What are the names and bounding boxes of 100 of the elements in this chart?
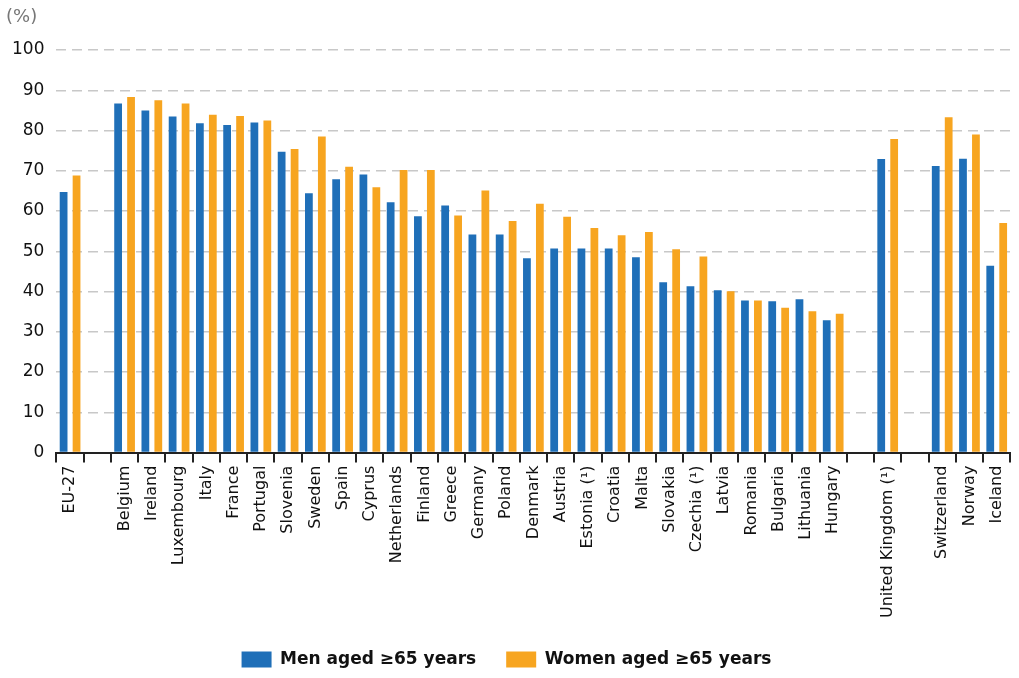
y-axis-title: (%) xyxy=(6,4,38,26)
bar xyxy=(659,282,668,452)
x-tick-label: Greece xyxy=(440,465,460,523)
y-tick-label: 80 xyxy=(22,118,45,139)
x-tick-label: Latvia xyxy=(713,465,733,515)
bar xyxy=(781,307,790,452)
x-tick-label: Norway xyxy=(958,465,978,527)
bar xyxy=(441,205,450,452)
x-tick-label: Malta xyxy=(631,465,651,510)
bar xyxy=(317,136,326,452)
bar xyxy=(59,192,68,452)
bar xyxy=(72,175,81,452)
bar xyxy=(795,299,804,452)
bar xyxy=(168,116,177,452)
bar xyxy=(495,234,504,452)
bar xyxy=(672,249,681,452)
bar xyxy=(468,234,477,452)
bar xyxy=(535,203,544,452)
bar xyxy=(141,110,150,452)
bar xyxy=(332,179,341,452)
bar xyxy=(754,300,762,452)
x-tick-label: Germany xyxy=(468,465,488,540)
x-tick-label: EU-27 xyxy=(59,465,79,514)
bar xyxy=(686,286,695,452)
bar xyxy=(617,235,626,452)
bar xyxy=(944,117,953,452)
x-tick-label: Netherlands xyxy=(386,465,406,564)
bar xyxy=(590,227,599,452)
bar xyxy=(305,193,313,452)
bar xyxy=(726,291,735,452)
bar xyxy=(414,216,422,452)
x-tick-label: Belgium xyxy=(113,465,133,532)
bar xyxy=(713,290,722,452)
x-tick-label: Spain xyxy=(331,465,351,511)
bar xyxy=(508,221,517,452)
bar xyxy=(645,231,653,452)
bar xyxy=(114,103,122,452)
x-tick-label: Slovakia xyxy=(658,465,678,533)
x-tick-label: Luxembourg xyxy=(168,465,188,566)
bar xyxy=(986,265,995,452)
bar xyxy=(481,190,490,452)
y-tick-label: 100 xyxy=(11,38,45,59)
x-tick-label: Denmark xyxy=(522,464,542,540)
x-tick-label: United Kingdom (¹) xyxy=(876,465,896,618)
bar xyxy=(277,151,286,452)
x-tick-label: Sweden xyxy=(304,465,324,529)
x-tick-label: Italy xyxy=(195,465,215,501)
y-tick-label: 50 xyxy=(22,239,45,260)
bar xyxy=(372,187,381,452)
y-tick-label: 30 xyxy=(22,320,45,341)
y-tick-label: 70 xyxy=(22,159,45,180)
x-tick-label: Portugal xyxy=(250,465,270,532)
bar xyxy=(972,134,980,452)
x-tick-label: Austria xyxy=(549,465,569,523)
bar xyxy=(741,300,749,452)
bar xyxy=(577,248,586,452)
x-tick-label: Iceland xyxy=(985,465,1005,524)
y-tick-label: 10 xyxy=(22,400,45,421)
bar xyxy=(426,169,435,452)
y-tick-label: 0 xyxy=(33,441,45,462)
bar xyxy=(931,165,940,452)
bar xyxy=(999,223,1008,452)
y-tick-label: 90 xyxy=(22,78,45,99)
x-tick-label: Slovenia xyxy=(277,465,297,534)
bar xyxy=(399,169,408,452)
x-tick-label: Lithuania xyxy=(795,465,815,540)
bar xyxy=(208,114,217,452)
bar xyxy=(250,122,259,452)
y-tick-label: 60 xyxy=(22,199,45,220)
bar xyxy=(359,174,368,452)
bar xyxy=(632,257,640,452)
x-tick-label: France xyxy=(222,465,242,519)
bar xyxy=(604,248,613,452)
bar xyxy=(127,97,135,452)
bar xyxy=(808,311,817,452)
bar xyxy=(523,258,531,452)
bar xyxy=(768,301,777,452)
x-tick-label: Hungary xyxy=(822,465,842,534)
x-tick-label: Finland xyxy=(413,465,433,523)
x-tick-label: Croatia xyxy=(604,465,624,524)
x-tick-label: Romania xyxy=(740,465,760,536)
bar xyxy=(223,124,232,452)
y-tick-label: 20 xyxy=(22,360,45,381)
x-tick-label: Estonia (¹) xyxy=(577,465,597,549)
x-tick-label: Cyprus xyxy=(359,465,379,522)
bar xyxy=(195,123,204,452)
x-tick-label: Ireland xyxy=(140,465,160,521)
bar xyxy=(822,320,831,452)
bar xyxy=(959,158,967,452)
x-tick-label: Poland xyxy=(495,465,515,520)
bar xyxy=(345,166,353,452)
bar xyxy=(290,149,299,452)
bar xyxy=(877,159,886,452)
bar xyxy=(835,313,844,452)
legend-label: Men aged ≥65 years xyxy=(280,647,477,668)
x-tick-label: Czechia (¹) xyxy=(686,465,706,553)
bar xyxy=(386,202,395,452)
x-tick-label: Bulgaria xyxy=(767,465,787,532)
bar xyxy=(563,216,572,452)
bar xyxy=(699,256,708,452)
